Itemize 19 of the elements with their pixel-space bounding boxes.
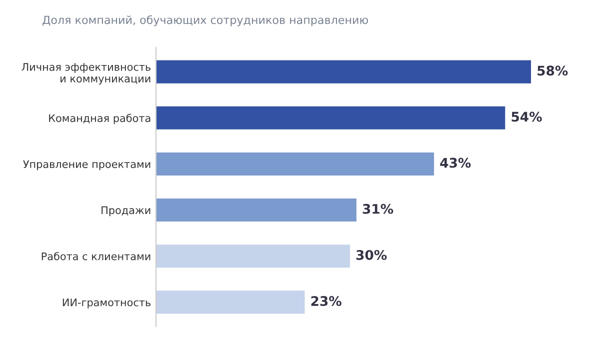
data-label: 30% xyxy=(356,250,387,260)
data-label: 23% xyxy=(311,296,342,306)
y-tick-label: Управление проектами xyxy=(23,160,150,170)
data-label: 31% xyxy=(362,204,394,214)
y-tick-label: Личная эффективность и коммуникации xyxy=(22,63,151,85)
y-tick-label: Продажи xyxy=(102,206,150,216)
bar xyxy=(156,198,356,222)
bar xyxy=(156,152,434,176)
y-tick-label: Работа с клиентами xyxy=(42,252,150,260)
bar xyxy=(156,60,531,84)
chart-subtitle: Доля компаний, обучающих сотрудников направлению xyxy=(42,15,368,26)
y-tick-label: ИИ-грамотность xyxy=(62,298,151,308)
bar xyxy=(156,244,350,268)
bar xyxy=(156,106,506,130)
bar xyxy=(156,290,305,314)
y-tick-label: Командная работа xyxy=(49,114,150,124)
data-label: 43% xyxy=(440,158,471,168)
data-label: 58% xyxy=(538,66,568,76)
data-label: 54% xyxy=(512,112,542,122)
